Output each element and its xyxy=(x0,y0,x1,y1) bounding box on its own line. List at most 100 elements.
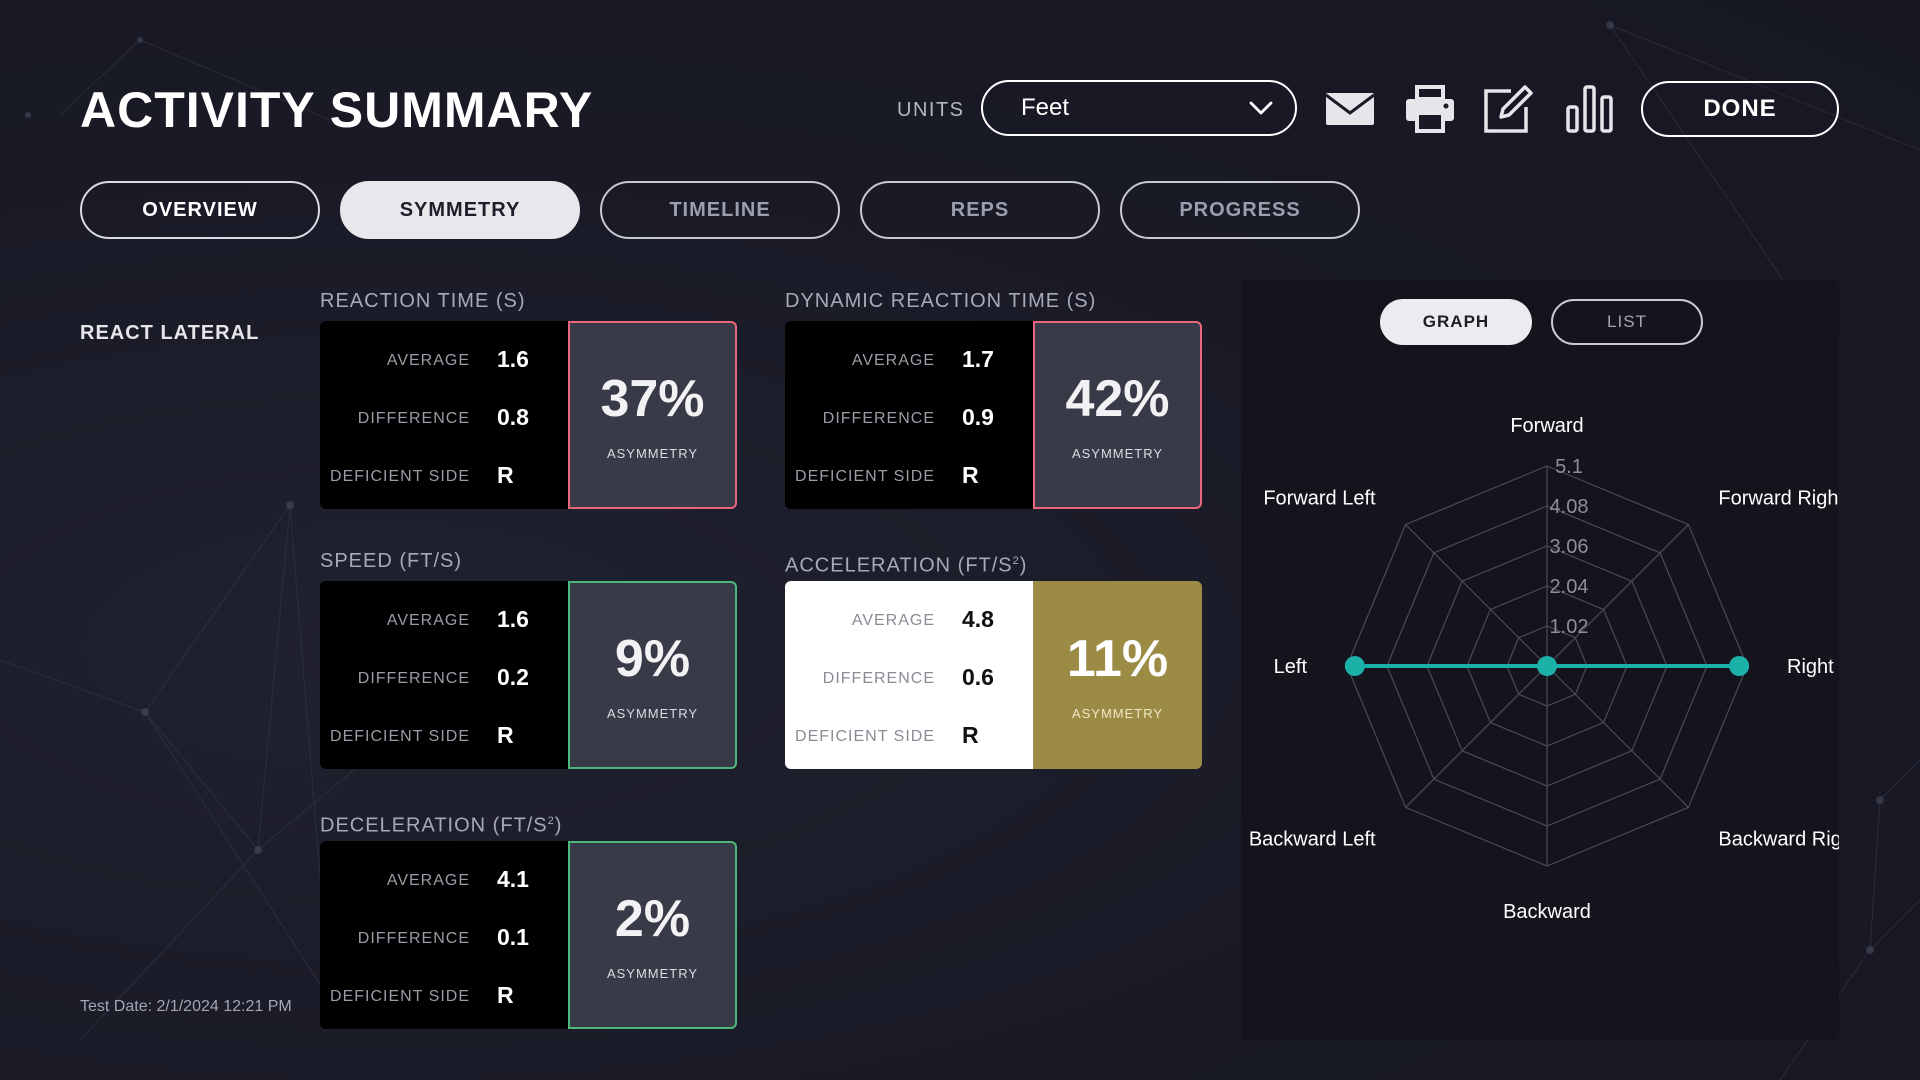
difference-label: DIFFERENCE xyxy=(822,410,935,427)
test-date: Test Date: 2/1/2024 12:21 PM xyxy=(80,998,292,1015)
asymmetry-box: 2% ASYMMETRY xyxy=(568,841,737,1029)
radar-axis-label: Forward Right xyxy=(1718,488,1839,510)
tab-overview[interactable]: OVERVIEW xyxy=(80,181,320,239)
radar-axis-label: Backward Left xyxy=(1249,828,1376,850)
chevron-down-icon xyxy=(1249,101,1273,115)
tab-progress[interactable]: PROGRESS xyxy=(1120,181,1360,239)
deficient-side-value: R xyxy=(497,722,514,748)
card-title-deceleration: DECELERATION (FT/S2) xyxy=(320,809,562,838)
asymmetry-box: 11% ASYMMETRY xyxy=(1033,581,1202,769)
tab-reps[interactable]: REPS xyxy=(860,181,1100,239)
radar-axis-label: Backward Right xyxy=(1718,828,1839,850)
asymmetry-label: ASYMMETRY xyxy=(606,965,699,981)
radar-ring-label: 5.1 xyxy=(1555,456,1583,478)
page-title: ACTIVITY SUMMARY xyxy=(80,82,594,138)
asymmetry-value: 2% xyxy=(614,889,691,948)
difference-label: DIFFERENCE xyxy=(357,410,470,427)
average-label: AVERAGE xyxy=(386,872,470,889)
print-icon[interactable] xyxy=(1403,83,1457,135)
done-button[interactable]: DONE xyxy=(1641,81,1839,137)
radar-axis-label: Left xyxy=(1274,656,1308,678)
asymmetry-value: 37% xyxy=(600,369,705,428)
asymmetry-label: ASYMMETRY xyxy=(1071,705,1164,721)
asymmetry-box: 37% ASYMMETRY xyxy=(568,321,737,509)
metric-values: AVERAGE 1.6 DIFFERENCE 0.8 DEFICIENT SIDE R xyxy=(320,321,568,509)
tab-symmetry[interactable]: SYMMETRY xyxy=(340,181,580,239)
average-value: 1.6 xyxy=(497,606,529,632)
deficient-side-label: DEFICIENT SIDE xyxy=(330,468,470,485)
radar-ring-label: 2.04 xyxy=(1550,576,1589,598)
card-title-end: ) xyxy=(554,814,563,837)
edit-icon[interactable] xyxy=(1481,83,1535,135)
asymmetry-value: 11% xyxy=(1066,629,1169,688)
radar-spoke xyxy=(1546,665,1689,808)
radar-spoke xyxy=(1546,524,1689,667)
deficient-side-value: R xyxy=(497,982,514,1008)
radar-axis-label: Right xyxy=(1787,656,1834,678)
radar-center-point xyxy=(1537,656,1557,676)
metric-values: AVERAGE 4.8 DIFFERENCE 0.6 DEFICIENT SIDE R xyxy=(785,581,1033,769)
average-label: AVERAGE xyxy=(851,352,935,369)
radar-spoke xyxy=(1405,524,1548,667)
metric-card-speed: AVERAGE 1.6 DIFFERENCE 0.2 DEFICIENT SIDE R… xyxy=(320,581,737,769)
difference-label: DIFFERENCE xyxy=(822,670,935,687)
asymmetry-value: 9% xyxy=(614,629,691,688)
asymmetry-label: ASYMMETRY xyxy=(1071,445,1164,461)
metric-values: AVERAGE 4.1 DIFFERENCE 0.1 DEFICIENT SIDE R xyxy=(320,841,568,1029)
radar-axis-label: Forward Left xyxy=(1263,488,1376,510)
activity-name: REACT LATERAL xyxy=(80,322,260,344)
asymmetry-value: 42% xyxy=(1065,369,1170,428)
email-icon[interactable] xyxy=(1323,83,1377,135)
radar-data-point xyxy=(1344,656,1365,676)
radar-chart: 1.02 2.04 3.06 4.08 5.1 Forward Forward Right R… xyxy=(1249,415,1839,923)
card-title-dynamic-reaction-time: DYNAMIC REACTION TIME (S) xyxy=(785,290,1097,312)
card-title-text: DECELERATION (FT/S xyxy=(320,814,548,837)
radar-ring-label: 4.08 xyxy=(1550,496,1589,518)
difference-label: DIFFERENCE xyxy=(357,670,470,687)
units-dropdown[interactable]: Feet xyxy=(981,80,1297,136)
metric-values: AVERAGE 1.6 DIFFERENCE 0.2 DEFICIENT SIDE R xyxy=(320,581,568,769)
units-label: UNITS xyxy=(897,99,965,121)
average-value: 4.1 xyxy=(497,866,529,892)
difference-value: 0.8 xyxy=(497,404,529,430)
list-view-button[interactable]: LIST xyxy=(1551,299,1703,345)
tab-timeline[interactable]: TIMELINE xyxy=(600,181,840,239)
card-title-sup: 2 xyxy=(1012,555,1020,567)
radar-data-point xyxy=(1729,656,1750,676)
difference-value: 0.1 xyxy=(497,924,529,950)
average-value: 1.6 xyxy=(497,346,529,372)
metric-card-deceleration: AVERAGE 4.1 DIFFERENCE 0.1 DEFICIENT SIDE R… xyxy=(320,841,737,1029)
card-title-speed: SPEED (FT/S) xyxy=(320,550,463,572)
asymmetry-label: ASYMMETRY xyxy=(606,705,699,721)
difference-label: DIFFERENCE xyxy=(357,930,470,947)
deficient-side-label: DEFICIENT SIDE xyxy=(330,728,470,745)
units-selected-value: Feet xyxy=(1021,94,1070,121)
deficient-side-label: DEFICIENT SIDE xyxy=(330,988,470,1005)
deficient-side-label: DEFICIENT SIDE xyxy=(795,728,935,745)
radar-spoke xyxy=(1405,665,1548,808)
difference-value: 0.9 xyxy=(962,404,994,430)
average-value: 1.7 xyxy=(962,346,994,372)
bar-chart-icon[interactable] xyxy=(1563,83,1617,135)
metric-card-acceleration: AVERAGE 4.8 DIFFERENCE 0.6 DEFICIENT SIDE R… xyxy=(785,581,1202,769)
card-title-reaction-time: REACTION TIME (S) xyxy=(320,290,526,312)
difference-value: 0.6 xyxy=(962,664,994,690)
deficient-side-label: DEFICIENT SIDE xyxy=(795,468,935,485)
radar-axis-label: Forward xyxy=(1510,415,1583,437)
deficient-side-value: R xyxy=(497,462,514,488)
difference-value: 0.2 xyxy=(497,664,529,690)
asymmetry-label: ASYMMETRY xyxy=(606,445,699,461)
asymmetry-box: 9% ASYMMETRY xyxy=(568,581,737,769)
card-title-end: ) xyxy=(1019,554,1028,577)
metric-values: AVERAGE 1.7 DIFFERENCE 0.9 DEFICIENT SIDE R xyxy=(785,321,1033,509)
deficient-side-value: R xyxy=(962,722,979,748)
radar-ring-label: 1.02 xyxy=(1550,616,1589,638)
average-label: AVERAGE xyxy=(386,612,470,629)
average-label: AVERAGE xyxy=(851,612,935,629)
deficient-side-value: R xyxy=(962,462,979,488)
metric-card-dynamic-reaction-time: AVERAGE 1.7 DIFFERENCE 0.9 DEFICIENT SIDE R… xyxy=(785,321,1202,509)
card-title-acceleration: ACCELERATION (FT/S2) xyxy=(785,549,1027,578)
card-title-text: ACCELERATION (FT/S xyxy=(785,554,1013,577)
average-value: 4.8 xyxy=(962,606,994,632)
graph-view-button[interactable]: GRAPH xyxy=(1380,299,1532,345)
